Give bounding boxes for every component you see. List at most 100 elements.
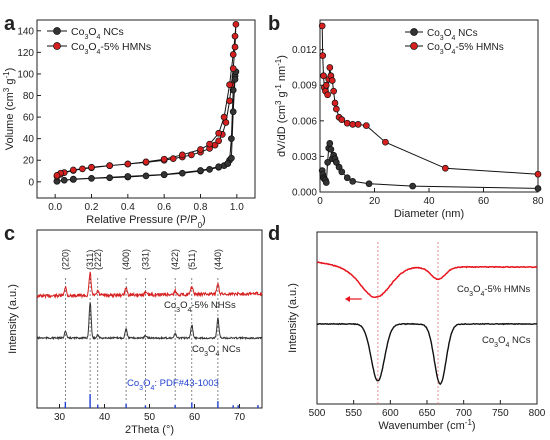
x-tick-label: 0.6 [157, 202, 171, 213]
data-point [326, 64, 334, 71]
data-point [79, 165, 86, 173]
formula-part: O [180, 300, 187, 311]
data-point [215, 129, 223, 137]
formula-part: Co [192, 344, 204, 355]
xrd-pattern-0 [36, 271, 263, 300]
legend-marker [53, 42, 61, 50]
y-tick-label: 0 [28, 177, 34, 188]
data-point [382, 138, 389, 146]
x-axis-label-end: ) [472, 420, 476, 432]
formula-part: 3 [176, 307, 180, 314]
data-point [343, 174, 351, 182]
panel-letter-b: b [268, 13, 280, 35]
x-axis-label-sup: -1 [465, 418, 473, 427]
y-axis-label: dV/dD (cm3 g-1 nm-1) [274, 55, 289, 157]
data-point [319, 52, 327, 59]
formula-part: O [208, 344, 215, 355]
data-point [69, 166, 77, 174]
data-point [220, 113, 228, 121]
x-tick-label: 40 [99, 412, 111, 423]
y-axis-label-part: -1 [274, 84, 283, 92]
x-tick-label: 80 [532, 196, 544, 207]
y-tick-label: 140 [17, 26, 34, 37]
panel-letter-c: c [4, 223, 15, 245]
plot-frame [36, 19, 256, 199]
data-point [534, 185, 542, 192]
x-tick-label: 40 [423, 196, 435, 207]
data-point [333, 105, 340, 113]
x-axis-label: Wavenumber (cm-1) [378, 418, 475, 433]
y-axis-label: Intensity (a.u.) [287, 283, 299, 353]
x-axis-label-sub: 0 [198, 221, 203, 230]
data-point [228, 135, 235, 143]
x-tick-label: 650 [419, 408, 436, 419]
formula-part: 4 [451, 35, 455, 42]
data-point [343, 119, 351, 127]
x-tick-label: 0.2 [85, 202, 99, 213]
data-point [215, 163, 223, 171]
legend-label: Co3O4 NCs [427, 28, 478, 42]
peak-index-label: (422) [170, 249, 180, 270]
series-label-hmns: Co3O4-5% NHSs [164, 300, 236, 314]
peak-index-label: (220) [60, 249, 70, 270]
y-axis-label-part: -1 [274, 58, 283, 66]
x-tick-label: 800 [529, 408, 546, 419]
y-axis-label-part: dV/dD (cm [276, 105, 288, 157]
x-tick-label: 0.8 [194, 202, 208, 213]
y-tick-label: 0.009 [292, 81, 317, 92]
legend-marker [410, 42, 418, 50]
data-point [322, 179, 330, 186]
x-tick-label: 750 [492, 408, 509, 419]
data-point [365, 180, 373, 188]
y-tick-label: 0.000 [292, 188, 317, 199]
x-tick-label: 50 [144, 412, 156, 423]
formula-part: 3 [494, 342, 498, 349]
x-axis-label: Relative Pressure (P/P0) [86, 214, 205, 230]
legend-label: Co3O4-5% HMNs [427, 42, 504, 56]
legend-label: Co3O4-5% HMNs [71, 41, 151, 56]
formula-part: 4 [215, 351, 219, 358]
data-point [226, 97, 233, 105]
formula-part: Co [164, 300, 176, 311]
data-point [320, 72, 327, 80]
x-tick-label: 700 [455, 408, 472, 419]
data-point [178, 169, 186, 177]
formula-part: 4 [505, 342, 509, 349]
x-tick-label: 600 [382, 408, 399, 419]
y-tick-label: 0.006 [292, 116, 317, 127]
x-tick-label: 70 [234, 412, 246, 423]
x-axis-label: 2Theta (°) [125, 424, 174, 436]
data-point [229, 51, 237, 58]
series-label-ncs: Co3O4 NCs [482, 335, 531, 349]
data-point [229, 65, 237, 72]
data-point [328, 77, 336, 84]
x-tick-label: 30 [54, 412, 66, 423]
data-point [338, 168, 346, 176]
formula-part: O [143, 378, 150, 389]
data-point [188, 151, 195, 159]
data-point [232, 20, 240, 28]
data-point [354, 121, 362, 128]
data-point [327, 145, 335, 153]
data-point [124, 160, 132, 168]
formula-part: 3 [204, 351, 208, 358]
data-point [324, 91, 331, 99]
data-point [106, 174, 114, 182]
formula-part: Co [427, 28, 440, 39]
y-axis-label-part: ) [4, 68, 16, 72]
data-point [60, 176, 68, 184]
peak-index-label: (331) [140, 249, 150, 270]
data-point [142, 158, 150, 166]
panel-a: a0.0 0.2 0.4 0.6 0.8 1.0020406080100120140Rel… [2, 13, 256, 230]
data-point [142, 172, 150, 180]
formula-part: 3 [84, 49, 88, 56]
formula-part: O [88, 26, 96, 38]
ftir-spectrum-0 [316, 261, 538, 299]
data-point [106, 162, 114, 169]
panel-letter-d: d [268, 223, 280, 245]
data-point [231, 43, 239, 51]
y-axis-label-part: ) [276, 55, 288, 59]
y-axis-label: Intensity (a.u.) [7, 284, 19, 354]
data-point [229, 108, 237, 116]
